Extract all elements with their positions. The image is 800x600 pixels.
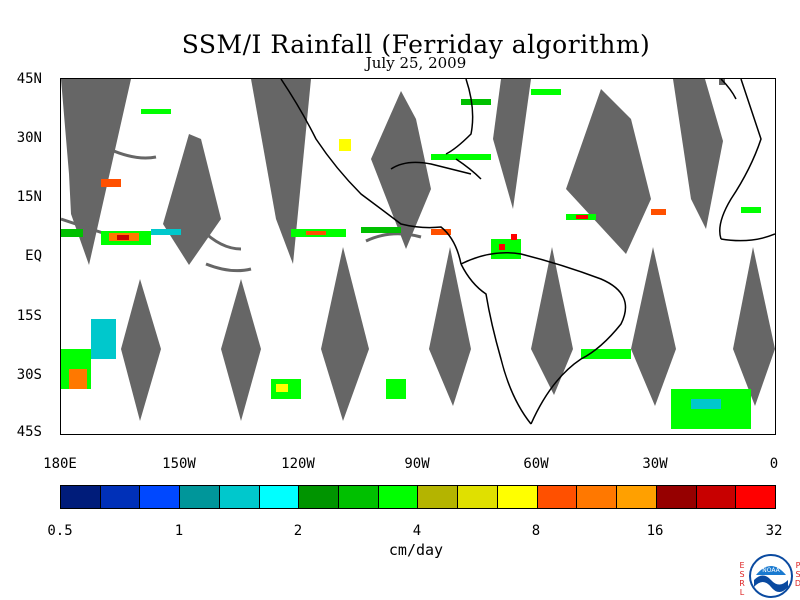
- lat-label-30n: 30N: [16, 130, 42, 146]
- colorbar-swatch: [656, 486, 697, 508]
- swath-gap: [631, 247, 676, 406]
- lon-label-0: 0: [769, 456, 779, 472]
- colorbar-swatch: [299, 486, 340, 508]
- swath-gap: [163, 134, 221, 265]
- logo-letter: E: [739, 561, 745, 570]
- colorbar-swatch: [617, 486, 657, 508]
- colorbar-swatch: [577, 486, 618, 508]
- colorbar-swatch: [219, 486, 260, 508]
- swath-gap: [251, 79, 311, 264]
- lon-label-120w: 120W: [281, 456, 315, 472]
- logo-letter: L: [739, 588, 745, 597]
- colorbar-swatch: [61, 486, 101, 508]
- swath-gap: [371, 91, 431, 249]
- map-svg: [61, 79, 775, 429]
- swath-gap: [221, 279, 261, 421]
- colorbar-tick-label: 16: [646, 523, 664, 539]
- swath-gap: [429, 247, 471, 406]
- lon-label-30w: 30W: [642, 456, 668, 472]
- colorbar-swatch: [100, 486, 141, 508]
- colorbar-swatch: [497, 486, 538, 508]
- logo-letter: S: [739, 570, 745, 579]
- logo-letter: S: [795, 570, 800, 579]
- rainfall-patches: [61, 89, 761, 429]
- chart-date: July 25, 2009: [365, 54, 467, 72]
- colorbar-tick-label: 2: [293, 523, 303, 539]
- no-data-swaths: [61, 79, 775, 421]
- logo-letter: D: [794, 579, 800, 588]
- swath-gap: [531, 247, 573, 395]
- chart-title: SSM/I Rainfall (Ferriday algorithm): [181, 30, 651, 59]
- colorbar-swatch: [458, 486, 498, 508]
- coastlines: [280, 79, 775, 425]
- swath-gap: [719, 79, 725, 85]
- colorbar-swatch: [259, 486, 300, 508]
- colorbar-swatch: [339, 486, 379, 508]
- lat-label-15n: 15N: [16, 189, 42, 205]
- swath-gap: [733, 247, 775, 406]
- swath-edges: [61, 147, 422, 273]
- rainfall-map: [60, 78, 776, 435]
- colorbar-tick-label: 32: [765, 523, 783, 539]
- colorbar-tick-label: 0.5: [47, 523, 73, 539]
- swath-gap: [566, 89, 651, 254]
- swath-gap: [121, 279, 161, 421]
- colorbar-swatch: [696, 486, 737, 508]
- lat-label-30s: 30S: [16, 367, 42, 383]
- colorbar-swatch: [537, 486, 578, 508]
- lon-label-180e: 180E: [43, 456, 77, 472]
- lat-label-eq: EQ: [25, 248, 42, 264]
- lon-label-60w: 60W: [523, 456, 549, 472]
- swath-gap: [493, 79, 531, 209]
- colorbar-tick-label: 8: [531, 523, 541, 539]
- lat-label-15s: 15S: [16, 308, 42, 324]
- lat-label-45n: 45N: [16, 71, 42, 87]
- colorbar-tick-label: 4: [412, 523, 422, 539]
- colorbar-swatch: [180, 486, 220, 508]
- lon-label-90w: 90W: [404, 456, 430, 472]
- colorbar-tick-label: 1: [174, 523, 184, 539]
- logo-letter: R: [739, 579, 745, 588]
- colorbar-swatch: [736, 486, 775, 508]
- noaa-emblem-icon: NOAA: [749, 554, 793, 598]
- logo-emblem-text: NOAA: [762, 567, 780, 574]
- swath-gap: [673, 79, 723, 229]
- swath-gap: [61, 79, 131, 265]
- colorbar: [60, 485, 776, 509]
- colorbar-swatch: [378, 486, 419, 508]
- colorbar-swatch: [418, 486, 459, 508]
- lat-label-45s: 45S: [16, 424, 42, 440]
- lon-label-150w: 150W: [162, 456, 196, 472]
- colorbar-swatch: [140, 486, 181, 508]
- swath-gap: [321, 247, 369, 421]
- logo-letter: P: [795, 561, 800, 570]
- colorbar-units: cm/day: [388, 541, 444, 559]
